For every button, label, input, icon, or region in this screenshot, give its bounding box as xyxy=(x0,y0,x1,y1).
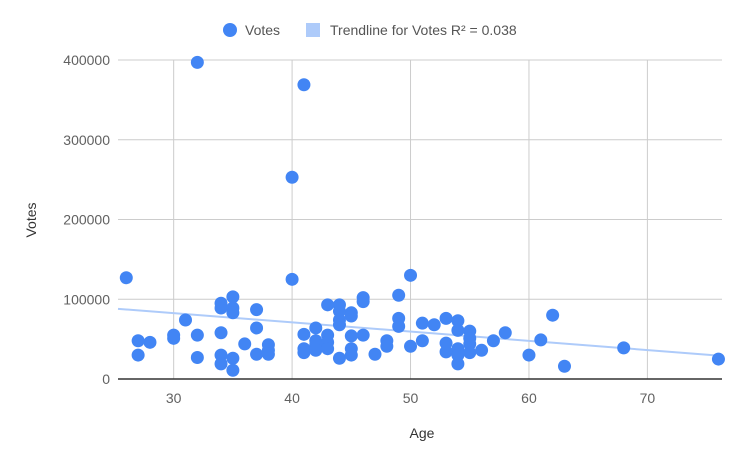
y-tick-label: 200000 xyxy=(63,212,110,228)
data-point[interactable] xyxy=(297,327,311,341)
data-point[interactable] xyxy=(190,55,204,69)
data-point[interactable] xyxy=(119,271,133,285)
data-point[interactable] xyxy=(404,339,418,353)
legend-trendline-marker xyxy=(306,23,320,37)
data-point[interactable] xyxy=(226,363,240,377)
data-point[interactable] xyxy=(486,334,500,348)
data-point[interactable] xyxy=(475,343,489,357)
data-point[interactable] xyxy=(546,308,560,322)
data-point[interactable] xyxy=(238,337,252,351)
data-point[interactable] xyxy=(214,357,228,371)
data-point[interactable] xyxy=(427,318,441,332)
data-point[interactable] xyxy=(415,334,429,348)
data-point[interactable] xyxy=(179,313,193,327)
y-axis-ticks: 0 100000 200000 300000 400000 xyxy=(63,52,110,387)
data-point[interactable] xyxy=(214,301,228,315)
legend[interactable]: Votes Trendline for Votes R² = 0.038 xyxy=(223,22,517,38)
data-point[interactable] xyxy=(534,333,548,347)
y-tick-label: 100000 xyxy=(63,291,110,307)
data-point[interactable] xyxy=(321,298,335,312)
data-point[interactable] xyxy=(463,346,477,360)
data-point[interactable] xyxy=(332,351,346,365)
data-point[interactable] xyxy=(344,329,358,343)
data-point[interactable] xyxy=(297,346,311,360)
y-tick-label: 300000 xyxy=(63,132,110,148)
data-point[interactable] xyxy=(498,326,512,340)
data-point[interactable] xyxy=(439,311,453,325)
y-tick-label: 400000 xyxy=(63,52,110,68)
legend-votes-label: Votes xyxy=(245,22,280,38)
data-point[interactable] xyxy=(285,272,299,286)
data-point[interactable] xyxy=(415,316,429,330)
data-point[interactable] xyxy=(285,170,299,184)
data-point[interactable] xyxy=(522,348,536,362)
x-tick-label: 60 xyxy=(521,390,537,406)
data-point[interactable] xyxy=(392,319,406,333)
legend-votes-marker xyxy=(223,23,237,37)
data-point[interactable] xyxy=(451,314,465,328)
data-point[interactable] xyxy=(214,326,228,340)
data-point[interactable] xyxy=(131,348,145,362)
data-point[interactable] xyxy=(392,288,406,302)
data-point[interactable] xyxy=(344,348,358,362)
data-point[interactable] xyxy=(451,323,465,337)
data-point[interactable] xyxy=(297,78,311,92)
data-point[interactable] xyxy=(451,357,465,371)
data-point[interactable] xyxy=(250,321,264,335)
data-point[interactable] xyxy=(250,303,264,317)
x-tick-label: 70 xyxy=(640,390,656,406)
data-point[interactable] xyxy=(131,334,145,348)
gridlines xyxy=(118,59,722,380)
data-point[interactable] xyxy=(404,268,418,282)
data-point[interactable] xyxy=(711,352,725,366)
y-tick-label: 0 xyxy=(102,371,110,387)
data-point[interactable] xyxy=(617,341,631,355)
legend-trendline-label: Trendline for Votes R² = 0.038 xyxy=(330,22,517,38)
data-point[interactable] xyxy=(167,331,181,345)
data-point[interactable] xyxy=(250,347,264,361)
data-point[interactable] xyxy=(368,347,382,361)
x-axis-label: Age xyxy=(410,425,435,441)
data-point[interactable] xyxy=(356,328,370,342)
data-point[interactable] xyxy=(190,350,204,364)
data-point[interactable] xyxy=(332,318,346,332)
data-point[interactable] xyxy=(344,309,358,323)
x-tick-label: 50 xyxy=(403,390,419,406)
data-point[interactable] xyxy=(226,351,240,365)
x-tick-label: 30 xyxy=(166,390,182,406)
data-point[interactable] xyxy=(439,345,453,359)
data-point[interactable] xyxy=(356,295,370,309)
data-point[interactable] xyxy=(309,343,323,357)
data-point[interactable] xyxy=(380,339,394,353)
data-point[interactable] xyxy=(190,328,204,342)
trendline xyxy=(117,307,723,357)
data-point[interactable] xyxy=(309,321,323,335)
x-tick-label: 40 xyxy=(284,390,300,406)
y-axis-label: Votes xyxy=(23,202,39,237)
x-axis-ticks: 30 40 50 60 70 xyxy=(166,390,656,406)
data-point[interactable] xyxy=(143,335,157,349)
data-points xyxy=(119,55,725,377)
data-point[interactable] xyxy=(321,342,335,356)
data-point[interactable] xyxy=(557,359,571,373)
trendline-line xyxy=(117,307,723,357)
data-point[interactable] xyxy=(226,290,240,304)
data-point[interactable] xyxy=(261,347,275,361)
data-point[interactable] xyxy=(226,306,240,320)
